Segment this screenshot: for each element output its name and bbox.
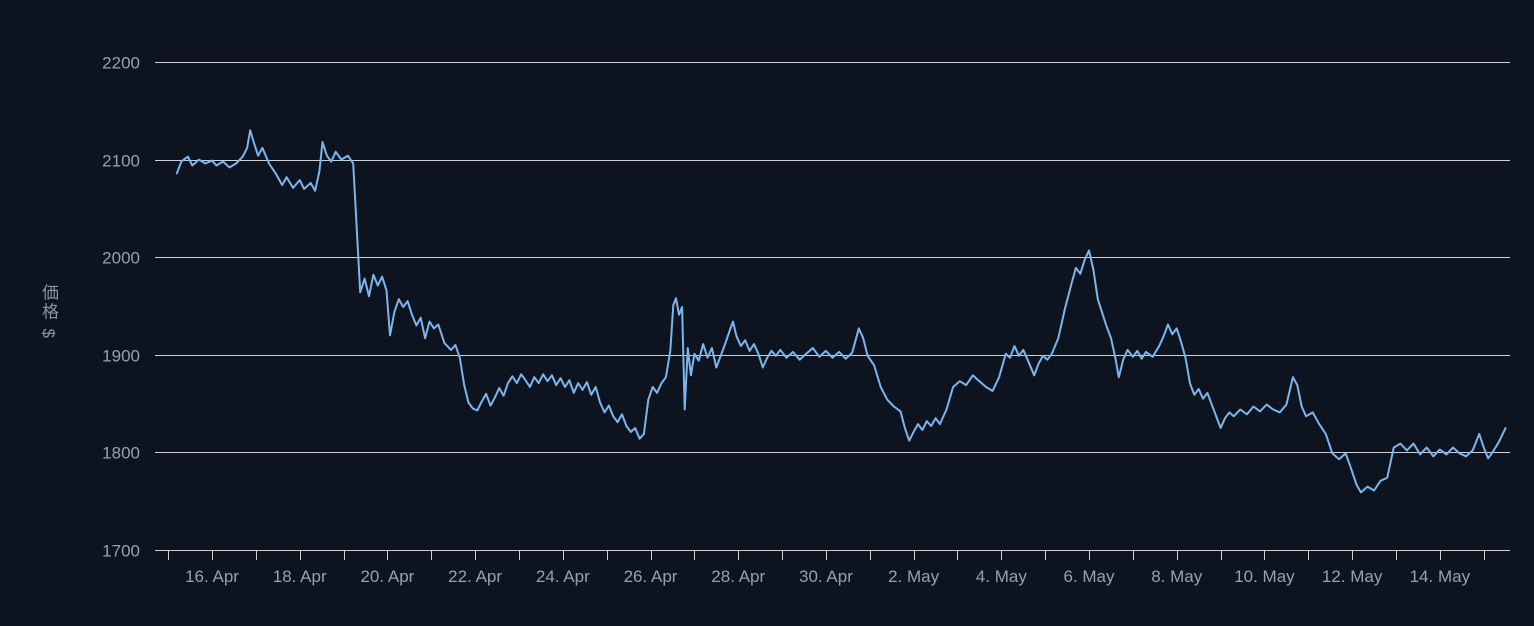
y-axis-title: 価格 $ xyxy=(39,283,58,340)
x-axis-tick-label: 14. May xyxy=(1410,567,1471,586)
y-axis-tick-label: 2100 xyxy=(102,152,140,171)
x-axis-tick-label: 4. May xyxy=(976,567,1028,586)
x-axis-tick-label: 8. May xyxy=(1151,567,1203,586)
x-axis-tick-label: 16. Apr xyxy=(185,567,239,586)
x-axis-tick-label: 2. May xyxy=(888,567,940,586)
y-axis-tick-label: 1800 xyxy=(102,444,140,463)
x-axis-tick-label: 10. May xyxy=(1234,567,1295,586)
x-axis-tick-label: 20. Apr xyxy=(360,567,414,586)
y-axis-tick-label: 1700 xyxy=(102,542,140,561)
x-axis-tick-label: 18. Apr xyxy=(273,567,327,586)
x-axis-tick-label: 24. Apr xyxy=(536,567,590,586)
price-line[interactable] xyxy=(175,129,1507,494)
x-axis-tick-label: 26. Apr xyxy=(624,567,678,586)
x-axis-tick-label: 12. May xyxy=(1322,567,1383,586)
y-axis-tick-label: 1900 xyxy=(102,347,140,366)
y-axis-tick-label: 2000 xyxy=(102,249,140,268)
x-axis-tick-label: 22. Apr xyxy=(448,567,502,586)
x-axis-tick-label: 28. Apr xyxy=(711,567,765,586)
y-axis-tick-label: 2200 xyxy=(102,54,140,73)
x-axis-tick-label: 6. May xyxy=(1064,567,1116,586)
x-axis-tick-label: 30. Apr xyxy=(799,567,853,586)
